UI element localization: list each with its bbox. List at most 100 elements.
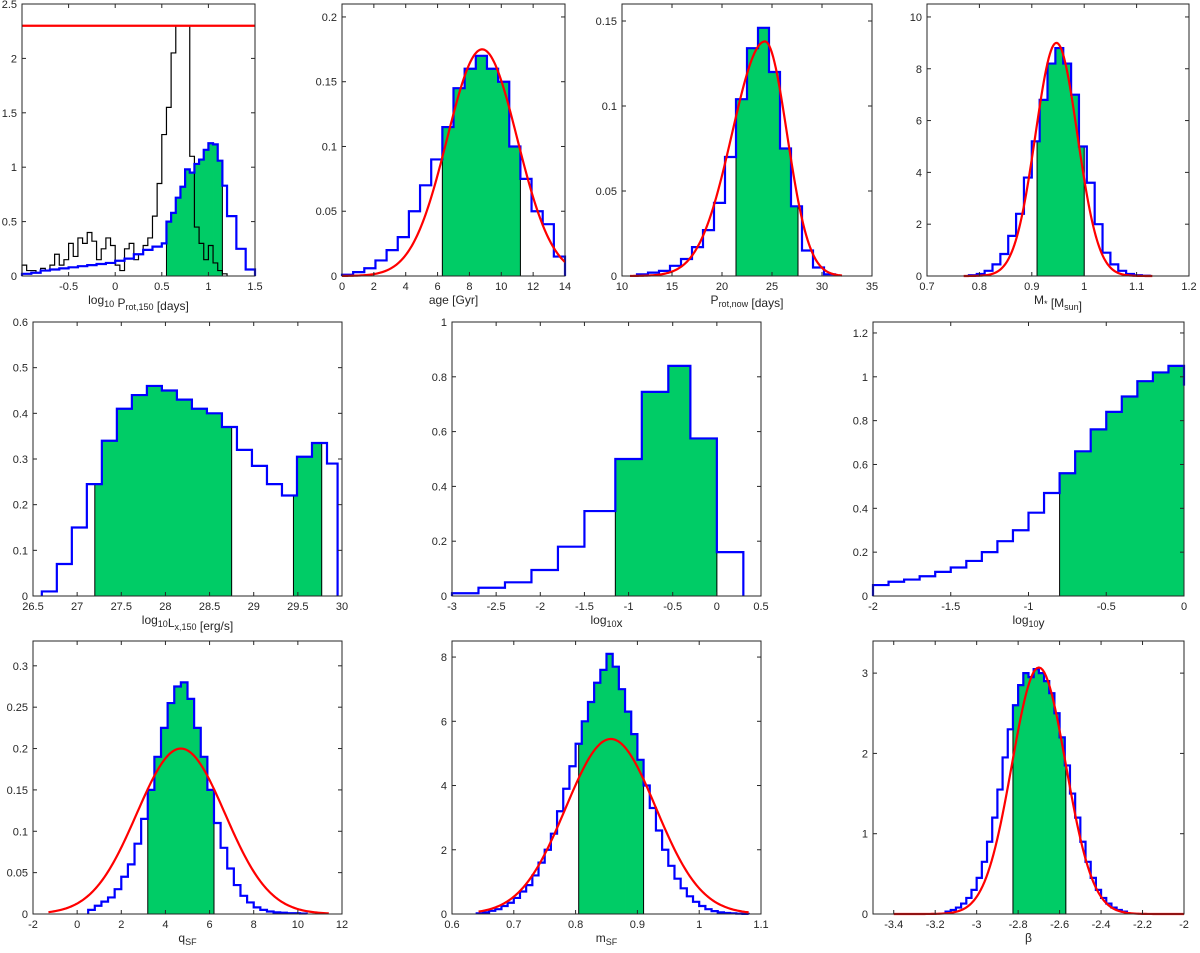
x-tick-label: 0 xyxy=(339,281,345,293)
x-axis-label: log10 Prot,150 [days] xyxy=(88,293,189,313)
x-axis-label: qSF xyxy=(178,931,197,947)
y-tick-label: 0 xyxy=(22,909,28,921)
interval-fill-bar xyxy=(213,144,219,276)
x-tick-label: -1 xyxy=(624,601,634,613)
x-axis-label: β xyxy=(1025,931,1032,945)
x-tick-label: -2.8 xyxy=(1009,919,1028,931)
x-tick-label: 29.5 xyxy=(287,601,308,613)
interval-fill-bar xyxy=(191,408,208,596)
interval-fill-bar xyxy=(641,391,669,596)
x-tick-label: -0.5 xyxy=(59,281,78,293)
interval-fill-bar xyxy=(587,702,595,914)
interval-fill-bar xyxy=(1037,141,1041,276)
interval-fill-bar xyxy=(207,789,215,914)
interval-fill-bar xyxy=(311,443,323,596)
gaussian-fit-curve xyxy=(341,48,566,278)
interval-fill-bar xyxy=(293,495,298,596)
y-tick-label: 0 xyxy=(862,909,868,921)
gaussian-fit-curve xyxy=(629,40,843,278)
interval-fill-bar xyxy=(171,212,177,276)
x-tick-label: -1 xyxy=(1024,601,1034,613)
panel-p10: -3.4 -3.2 -3 -2.8 -2.6 -2.4 -2.2 -2 0 1 2 3 β xyxy=(862,640,1189,945)
y-tick-label: 4 xyxy=(441,781,447,793)
x-tick-label: -2.6 xyxy=(1050,919,1069,931)
interval-fill-bar xyxy=(1106,411,1123,596)
interval-fill-bar xyxy=(1047,63,1056,277)
axes-box xyxy=(451,640,762,915)
y-tick-label: 0.1 xyxy=(602,101,617,113)
x-tick-label: -2.2 xyxy=(1133,919,1152,931)
x-tick-label: -3 xyxy=(972,919,982,931)
interval-fill-bar xyxy=(498,81,510,276)
y-tick-label: 0.6 xyxy=(13,317,28,329)
y-tick-label: 8 xyxy=(916,64,922,76)
y-tick-label: 2.5 xyxy=(2,0,17,11)
panel-p6: -3 -2.5 -2 -1.5 -1 -0.5 0 0.5 0 0.2 0.4 0.6 0.8 1 log1… xyxy=(432,317,769,630)
x-tick-label: 10 xyxy=(616,281,628,293)
y-tick-label: 1 xyxy=(11,162,17,174)
y-tick-label: 0 xyxy=(331,271,337,283)
axes-box xyxy=(341,3,566,277)
interval-fill-bar xyxy=(1090,429,1107,596)
panel-p4: 0.7 0.8 0.9 1 1.1 1.2 0 2 4 6 8 10 M* [Msun] xyxy=(910,3,1197,313)
interval-fill-bar xyxy=(578,743,583,914)
axes-box xyxy=(32,640,343,915)
x-tick-label: 27 xyxy=(71,601,83,613)
interval-fill-bar xyxy=(769,72,781,276)
x-axis-label: Prot,now [days] xyxy=(711,293,784,310)
y-tick-label: 6 xyxy=(441,716,447,728)
interval-fill-bar xyxy=(200,756,208,914)
y-tick-label: 0.6 xyxy=(853,459,868,471)
x-tick-label: 0.7 xyxy=(919,281,934,293)
x-tick-label: 26.5 xyxy=(22,601,43,613)
gaussian-fit-curve xyxy=(963,41,1153,278)
y-tick-label: 0.8 xyxy=(432,372,447,384)
x-axis-label: log10y xyxy=(1012,613,1044,630)
x-tick-label: 1.1 xyxy=(753,919,768,931)
interval-fill-bar xyxy=(442,127,454,276)
x-tick-label: 0.5 xyxy=(154,281,169,293)
axes-box xyxy=(872,640,1185,915)
interval-fill-bar xyxy=(690,438,718,596)
y-tick-label: 0 xyxy=(862,591,868,603)
posterior-histogram xyxy=(87,681,308,915)
interval-fill-bar xyxy=(464,68,477,276)
interval-fill-bar xyxy=(600,669,607,914)
y-tick-label: 2 xyxy=(916,219,922,231)
x-tick-label: 2 xyxy=(118,919,124,931)
interval-fill-bar xyxy=(206,413,223,596)
y-tick-label: 0 xyxy=(441,591,447,603)
posterior-histogram xyxy=(40,384,339,596)
x-tick-label: -2 xyxy=(868,601,878,613)
y-tick-label: 2 xyxy=(441,845,447,857)
interval-fill-bar xyxy=(1168,365,1185,596)
x-tick-label: 1 xyxy=(1081,281,1087,293)
interval-fill-bar xyxy=(199,159,205,276)
x-axis-label: log10Lx,150 [erg/s] xyxy=(142,613,233,633)
x-tick-label: 6 xyxy=(435,281,441,293)
posterior-histogram xyxy=(450,364,745,596)
x-tick-label: 4 xyxy=(162,919,168,931)
x-tick-label: 28 xyxy=(159,601,171,613)
x-tick-label: 1.2 xyxy=(1181,281,1196,293)
interval-fill-bar xyxy=(217,160,223,276)
y-tick-label: 0.4 xyxy=(853,503,868,515)
x-tick-label: 12 xyxy=(336,919,348,931)
interval-fill-bar xyxy=(1054,713,1060,914)
x-tick-label: -1.5 xyxy=(575,601,594,613)
interval-fill-bar xyxy=(161,390,178,596)
posterior-histogram xyxy=(635,26,837,276)
y-tick-label: 0.3 xyxy=(13,661,28,673)
y-tick-label: 1.2 xyxy=(853,328,868,340)
interval-fill-bar xyxy=(453,88,466,276)
gaussian-fit-curve xyxy=(478,737,749,914)
interval-fill-bar xyxy=(166,221,172,276)
interval-fill-bar xyxy=(194,163,200,276)
posterior-histogram xyxy=(967,46,1151,277)
y-tick-label: 0.5 xyxy=(2,217,17,229)
x-tick-label: -2 xyxy=(28,919,38,931)
y-tick-label: 0.2 xyxy=(853,547,868,559)
interval-fill-bar xyxy=(101,440,118,596)
x-tick-label: 10 xyxy=(292,919,304,931)
